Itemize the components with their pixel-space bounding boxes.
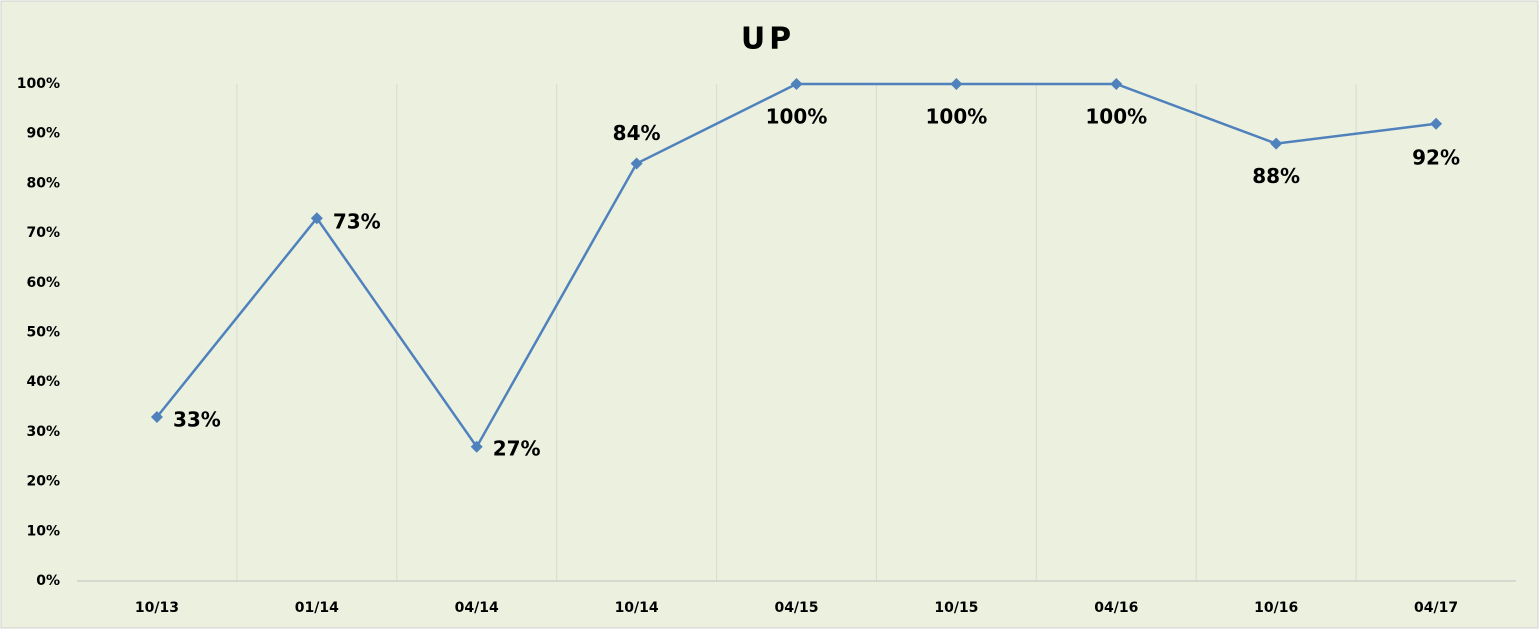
y-tick-label: 50% [26, 325, 60, 341]
x-tick-label: 10/15 [934, 600, 978, 616]
y-tick-label: 90% [26, 126, 60, 142]
data-point [1430, 117, 1443, 130]
data-point [310, 212, 323, 225]
data-label: 73% [333, 210, 381, 234]
data-label: 100% [1085, 105, 1147, 129]
data-label: 27% [493, 436, 541, 460]
x-tick-label: 10/16 [1254, 600, 1298, 616]
x-tick-label: 04/17 [1414, 600, 1458, 616]
data-label: 33% [173, 407, 221, 431]
x-tick-label: 10/13 [135, 600, 179, 616]
y-tick-label: 40% [26, 374, 60, 390]
y-tick-label: 70% [26, 225, 60, 241]
y-tick-label: 20% [26, 474, 60, 490]
y-tick-label: 100% [17, 76, 60, 92]
data-label: 92% [1412, 145, 1460, 169]
y-tick-label: 60% [26, 275, 60, 291]
data-point [1270, 137, 1283, 150]
data-label: 100% [766, 105, 828, 129]
y-tick-label: 10% [26, 523, 60, 539]
data-label: 100% [925, 105, 987, 129]
data-point [790, 78, 803, 90]
y-tick-label: 80% [26, 175, 60, 191]
chart-title: UP [741, 22, 795, 57]
x-tick-label: 01/14 [295, 600, 339, 616]
x-tick-label: 04/15 [774, 600, 818, 616]
data-point [470, 440, 483, 453]
y-tick-label: 0% [36, 573, 60, 589]
data-label: 88% [1252, 164, 1300, 188]
x-tick-label: 04/14 [455, 600, 499, 616]
y-tick-label: 30% [26, 424, 60, 440]
data-point [630, 157, 643, 170]
x-tick-label: 10/14 [615, 600, 659, 616]
data-point [950, 78, 963, 90]
data-point [1110, 78, 1123, 90]
data-label: 84% [613, 121, 661, 145]
x-tick-label: 04/16 [1094, 600, 1138, 616]
data-point [150, 410, 163, 423]
